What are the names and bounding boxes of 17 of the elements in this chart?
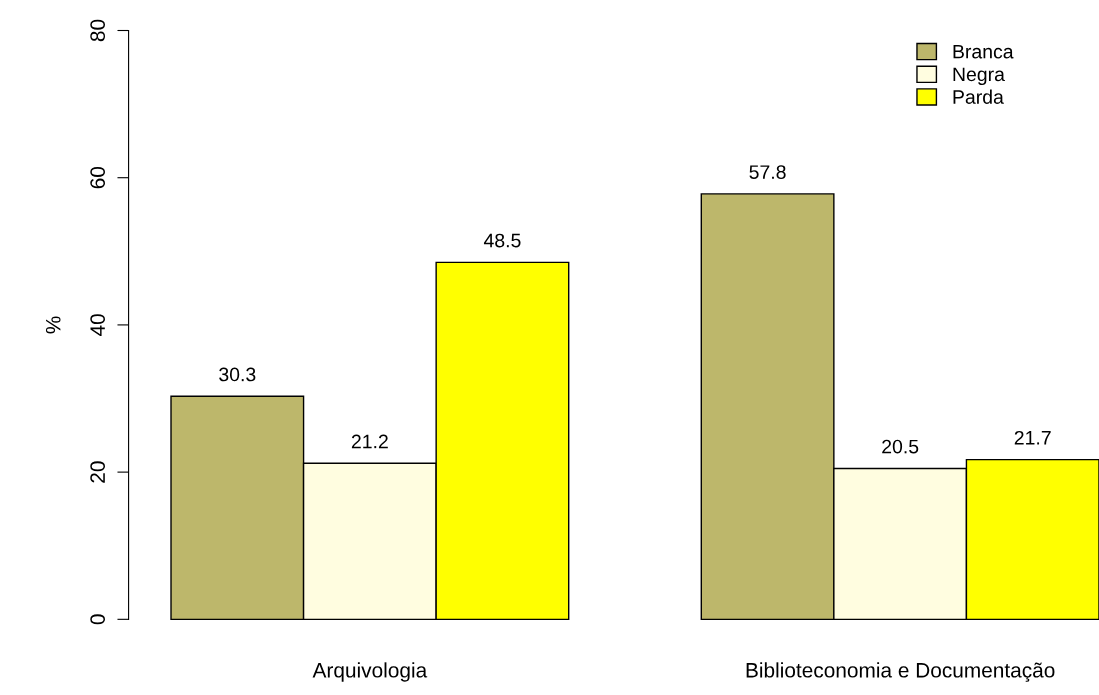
data-label: 20.5	[882, 439, 919, 454]
data-label: 48.5	[483, 233, 521, 248]
legend-label: Negra	[953, 67, 1005, 86]
x-tick-label: Biblioteconomia e Documentação	[746, 662, 1055, 682]
y-tick-label: 0	[90, 614, 106, 625]
data-label: 21.7	[1014, 430, 1051, 445]
y-tick-label: 60	[90, 166, 106, 189]
legend-label: Parda	[953, 89, 1004, 104]
y-tick-label: 40	[90, 314, 106, 337]
data-label: 21.2	[351, 434, 388, 449]
legend-label: Branca	[953, 44, 1014, 59]
y-tick-label: 80	[90, 19, 106, 42]
y-tick-label: 20	[90, 461, 106, 483]
data-label: 57.8	[749, 165, 786, 179]
x-tick-label: Arquivologia	[312, 662, 428, 682]
data-label: 30.3	[219, 367, 256, 382]
y-axis-title: %	[45, 316, 61, 334]
